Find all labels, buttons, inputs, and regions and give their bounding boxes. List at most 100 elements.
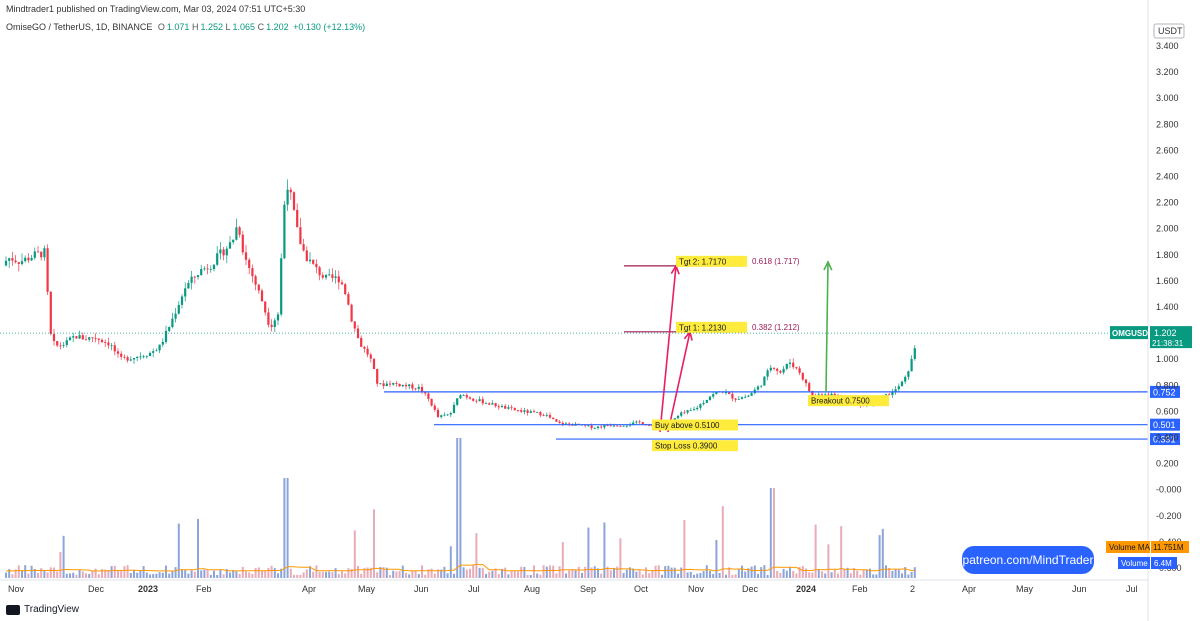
currency-label: USDT (1158, 26, 1183, 36)
volume-bar (171, 571, 174, 578)
candle-body (84, 339, 88, 341)
y-tick-label: 1.400 (1156, 302, 1179, 312)
candle-body (632, 422, 635, 425)
candle-body (523, 410, 526, 412)
arrow-to-tgt1 (667, 331, 691, 433)
volume-bar (760, 567, 763, 578)
candle-body (11, 258, 14, 261)
open-value: 1.071 (166, 22, 190, 32)
volume-bar (776, 570, 779, 578)
volume-bar (712, 573, 715, 578)
volume-bar (302, 572, 305, 578)
volume-bar (59, 552, 62, 578)
candle-body (612, 425, 616, 427)
volume-bar (33, 568, 36, 578)
candle-body (804, 379, 808, 384)
low-value: 1.065 (232, 22, 256, 32)
candle-body (17, 262, 20, 265)
volume-bar (376, 572, 379, 578)
volume-bar (699, 573, 702, 578)
volume-bar (510, 571, 513, 578)
candle-body (830, 393, 833, 396)
price-axis: USDT 3.400 3.200 3.000 2.800 2.600 2.400 2.200 2… (1147, 0, 1185, 621)
volume-bar (875, 574, 878, 578)
volume-bar (133, 569, 135, 578)
volume-bar (411, 570, 414, 578)
volume-bar (465, 569, 468, 578)
volume-bar (763, 565, 766, 578)
volume-bar (773, 488, 775, 578)
candle-body (40, 251, 43, 258)
candle-body (276, 314, 280, 321)
candle-body (817, 394, 820, 396)
volume-bar (289, 568, 292, 578)
volume-bar (94, 568, 97, 578)
candle-body (59, 345, 62, 347)
volume-bar (315, 565, 318, 578)
volume-bar (158, 572, 161, 578)
candle-body (484, 403, 488, 405)
candle-body (456, 398, 459, 405)
volume-bar (664, 566, 667, 578)
candle-body (769, 367, 772, 371)
candle-body (513, 408, 516, 411)
candle-body (449, 412, 452, 415)
volume-bar (187, 573, 190, 578)
volume-bar (328, 571, 331, 578)
candle-body (273, 320, 276, 327)
volume-bar (840, 526, 843, 578)
candle-body (756, 386, 760, 390)
volume-bar (453, 573, 455, 578)
volume-bar (785, 570, 788, 578)
volume-bar (606, 566, 609, 578)
tgt1-label-bg (676, 321, 747, 333)
volume-ma-label-bg (1106, 541, 1150, 553)
volume-bar (261, 570, 263, 578)
candle-body (548, 414, 552, 418)
volume-bar (651, 570, 654, 578)
volume-bar (632, 568, 635, 578)
fib-label: 0.382 (1.212) (752, 323, 800, 332)
x-tick-label: Jun (1072, 584, 1087, 594)
volume-bar (398, 571, 401, 578)
buy-label-bg (652, 419, 738, 431)
x-tick-label: Jul (468, 584, 480, 594)
volume-bar (862, 570, 865, 578)
x-tick-label: Sep (580, 584, 596, 594)
candle-body (792, 362, 795, 368)
candle-body (542, 415, 545, 417)
candle-body (8, 258, 11, 261)
volume-bar (680, 567, 683, 578)
candle-body (648, 425, 651, 427)
candle-body (347, 294, 350, 305)
candle-body (212, 264, 216, 270)
candle-body (481, 399, 484, 404)
volume-bar (353, 530, 356, 578)
volume-bars (5, 438, 916, 578)
volume-bar (366, 567, 369, 578)
candle-body (363, 346, 366, 349)
volume-bar (725, 574, 727, 578)
volume-bar (363, 567, 366, 578)
candle-body (232, 239, 235, 243)
volume-bar (811, 572, 814, 578)
volume-bar (670, 567, 673, 578)
candle-body (30, 257, 33, 261)
volume-bar (904, 567, 907, 578)
volume-bar (638, 570, 641, 578)
candle-body (692, 409, 696, 410)
volume-bar (549, 565, 551, 578)
volume-value-bg (1151, 557, 1177, 569)
candle-body (139, 356, 142, 358)
candle-body (88, 337, 91, 340)
volume-bar (344, 573, 347, 578)
volume-bar (5, 572, 7, 578)
candle-body (766, 370, 769, 377)
volume-bar (49, 567, 52, 578)
volume-bar (552, 565, 555, 578)
patreon-badge[interactable]: patreon.com/MindTrader (962, 546, 1094, 574)
volume-bar (56, 571, 59, 578)
candle-body (516, 410, 520, 411)
